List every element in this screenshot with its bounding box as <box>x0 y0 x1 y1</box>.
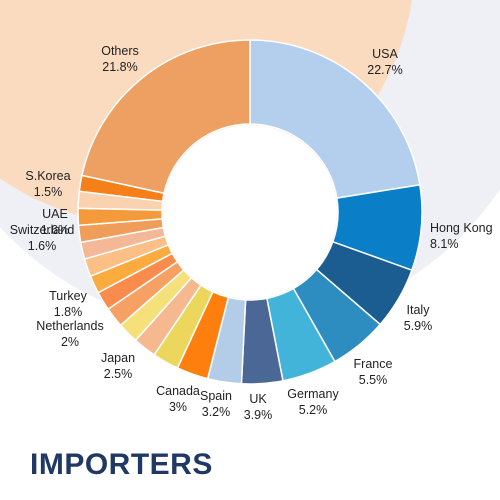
donut-hole <box>163 125 337 299</box>
slice-value-japan: 2.5% <box>104 367 133 381</box>
slice-label-germany: Germany <box>287 387 339 401</box>
slice-label-others: Others <box>101 44 139 58</box>
slice-label-france: France <box>354 357 393 371</box>
slice-label-canada: Canada <box>156 384 200 398</box>
slice-value-germany: 5.2% <box>299 403 328 417</box>
slice-label-netherlands: Netherlands <box>36 319 103 333</box>
slice-value-spain: 3.2% <box>202 405 231 419</box>
slice-label-turkey: Turkey <box>49 289 87 303</box>
slice-value-uk: 3.9% <box>244 408 273 422</box>
slice-value-france: 5.5% <box>359 373 388 387</box>
slice-label-japan: Japan <box>101 351 135 365</box>
slice-label-switzerland: Switzerland <box>10 223 75 237</box>
slice-value-canada: 3% <box>169 400 187 414</box>
slice-value-italy: 5.9% <box>404 319 433 333</box>
slice-label-italy: Italy <box>407 303 431 317</box>
slice-value-usa: 22.7% <box>367 63 402 77</box>
slice-usa <box>249 39 421 199</box>
labels-group: USA 22.7% Hong Kong 8.1% Italy 5.9% France 5.5%… <box>10 44 493 422</box>
slice-value-hong-kong: 8.1% <box>430 237 459 251</box>
slice-value-others: 21.8% <box>102 60 137 74</box>
slice-value-switzerland: 1.6% <box>28 239 57 253</box>
slice-label-hong-kong: Hong Kong <box>430 221 493 235</box>
slice-label-spain: Spain <box>200 389 232 403</box>
slice-value-netherlands: 2% <box>61 335 79 349</box>
slice-label-uk: UK <box>249 392 267 406</box>
slice-label-uae: UAE <box>42 207 68 221</box>
chart-title: IMPORTERS <box>30 448 213 481</box>
slice-value-s-korea: 1.5% <box>34 185 63 199</box>
slice-label-s-korea: S.Korea <box>25 169 70 183</box>
slice-value-turkey: 1.8% <box>54 305 83 319</box>
slice-others <box>81 39 251 195</box>
slices-group <box>77 39 423 385</box>
slice-value-uae: 1.6% <box>41 223 70 237</box>
slice-label-usa: USA <box>372 47 398 61</box>
